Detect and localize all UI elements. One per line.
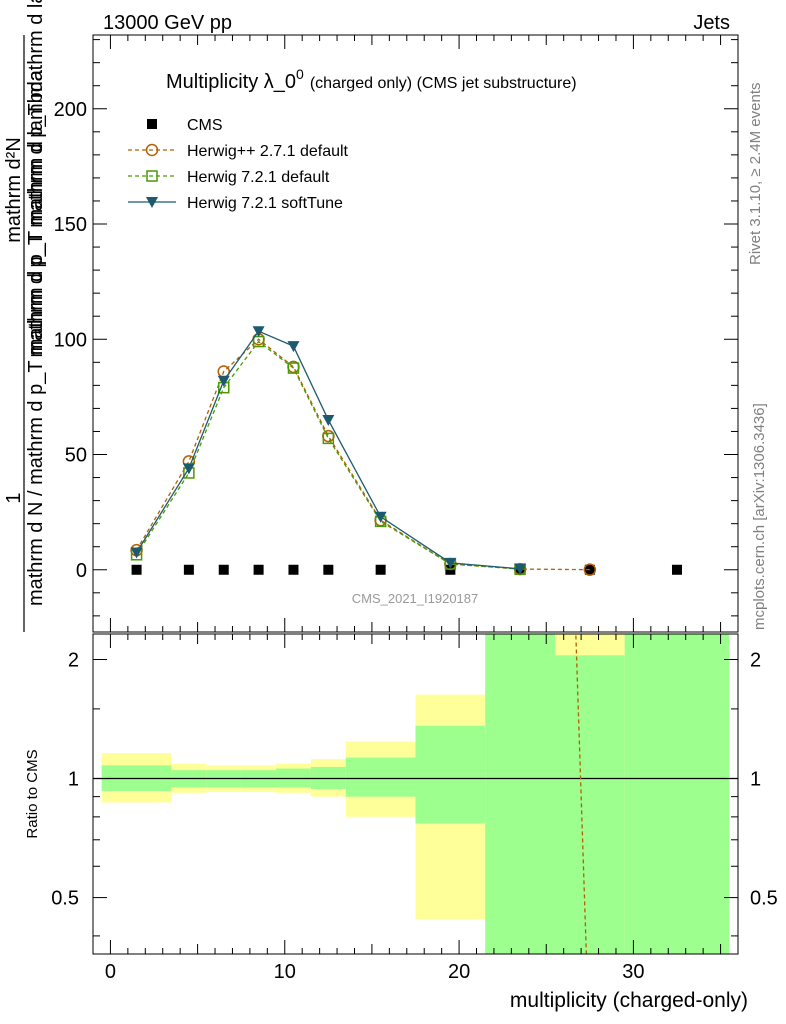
legend-marker — [146, 197, 158, 208]
xtick-label: 10 — [274, 961, 296, 983]
data-point — [444, 557, 457, 569]
ratio-band-green — [345, 757, 416, 797]
ratio-axes: 0.5 0.51 12 20 10 20 30 — [51, 634, 778, 983]
main-ytick-label: 150 — [54, 214, 87, 236]
data-point — [287, 341, 300, 353]
legend-entry: Herwig++ 2.7.1 default — [128, 143, 349, 160]
ylabel-rhs-bottom: mathrm d p_T mathrm d p_T mathrm d lambd… — [25, 0, 47, 357]
mcplots-credit-text: mcplots.cern.ch [arXiv:1306.3436] — [751, 403, 768, 630]
data-point — [252, 326, 265, 338]
ylabel-denominator: mathrm d N / mathrm d p_T mathrm d p_T m… — [25, 69, 47, 606]
ylabel-numerator: 1 — [3, 492, 25, 503]
series-line — [136, 338, 590, 571]
plot-title-suffix: (charged only) (CMS jet substructure) — [310, 75, 577, 92]
ratio-ytick-label-left: 0.5 — [51, 888, 79, 910]
data-point — [217, 375, 230, 387]
legend-entry: Herwig 7.2.1 softTune — [128, 195, 343, 212]
ratio-band-green — [415, 725, 486, 824]
data-point — [514, 563, 527, 575]
ratio-ylabel: Ratio to CMS — [24, 749, 41, 838]
data-point — [182, 463, 195, 475]
data-point — [671, 564, 682, 575]
data-point — [375, 564, 386, 575]
ratio-ytick-label-left: 2 — [68, 649, 79, 671]
legend-marker — [145, 143, 159, 157]
data-point — [130, 547, 143, 559]
plot-title: Multiplicity λ_00 (charged only) (CMS jet… — [166, 66, 577, 93]
plot-title-main: Multiplicity λ_0 — [166, 71, 296, 93]
main-ytick-label: 0 — [76, 560, 87, 582]
ratio-band-green — [624, 634, 730, 954]
main-ytick-label: 50 — [65, 445, 87, 467]
analysis-watermark: CMS_2021_I1920187 — [352, 591, 479, 606]
series-line — [136, 330, 521, 570]
header-left: 13000 GeV pp — [103, 12, 232, 34]
legend-label: Herwig 7.2.1 softTune — [187, 195, 343, 212]
main-axes: 0 50 100 150 200 — [54, 35, 738, 632]
legend: CMS Herwig++ 2.7.1 default Herwig 7.2.1 de… — [128, 117, 349, 212]
data-point — [323, 564, 334, 575]
data-point — [218, 564, 229, 575]
legend-marker — [146, 170, 158, 182]
plot-title-superscript: 0 — [296, 66, 304, 82]
xtick-label: 30 — [622, 961, 644, 983]
data-point — [131, 564, 142, 575]
legend-label: CMS — [187, 117, 223, 134]
main-frame — [92, 34, 739, 633]
x-axis-label: multiplicity (charged-only) — [510, 989, 748, 1012]
legend-entry: CMS — [147, 117, 223, 134]
series-herwig-2-7-1-default — [130, 333, 597, 576]
legend-marker — [147, 119, 157, 129]
data-point — [183, 564, 194, 575]
xtick-label: 20 — [448, 961, 470, 983]
series-herwig-7-2-1-default — [130, 335, 526, 575]
ratio-bands — [101, 634, 730, 954]
ratio-series-layer — [93, 635, 738, 954]
ratio-ytick-label-right: 0.5 — [750, 888, 778, 910]
data-point — [322, 432, 335, 445]
xtick-label: 0 — [105, 961, 116, 983]
header-right: Jets — [693, 12, 730, 34]
ratio-band-green — [485, 634, 555, 954]
legend-label: Herwig 7.2.1 default — [187, 169, 330, 186]
ratio-ytick-label-right: 1 — [750, 769, 761, 791]
series-cms — [131, 564, 682, 575]
data-point — [322, 414, 335, 426]
data-point — [583, 563, 597, 576]
ratio-band-yellow — [554, 634, 625, 656]
data-point — [288, 564, 299, 575]
main-ytick-label: 200 — [54, 99, 87, 121]
rivet-version-text: Rivet 3.1.10, ≥ 2.4M events — [747, 83, 764, 266]
data-point — [322, 429, 335, 443]
main-ytick-label: 100 — [54, 329, 87, 351]
ylabel-rhs-top: mathrm d²N — [3, 137, 25, 243]
main-ylabel: 1 mathrm d N / mathrm d p_T mathrm d p_T… — [3, 0, 47, 632]
ratio-frame — [92, 633, 739, 955]
main-series-layer — [130, 326, 682, 576]
data-point — [374, 511, 387, 523]
ratio-ytick-label-right: 2 — [750, 649, 761, 671]
series-herwig-7-2-1-softtune — [130, 326, 527, 575]
legend-entry: Herwig 7.2.1 default — [128, 169, 330, 186]
legend-label: Herwig++ 2.7.1 default — [187, 143, 349, 160]
ratio-band-green — [554, 655, 625, 954]
data-point — [287, 362, 300, 374]
series-line — [136, 340, 521, 570]
data-point — [253, 564, 264, 575]
ratio-ytick-label-left: 1 — [68, 769, 79, 791]
data-point — [584, 564, 595, 575]
